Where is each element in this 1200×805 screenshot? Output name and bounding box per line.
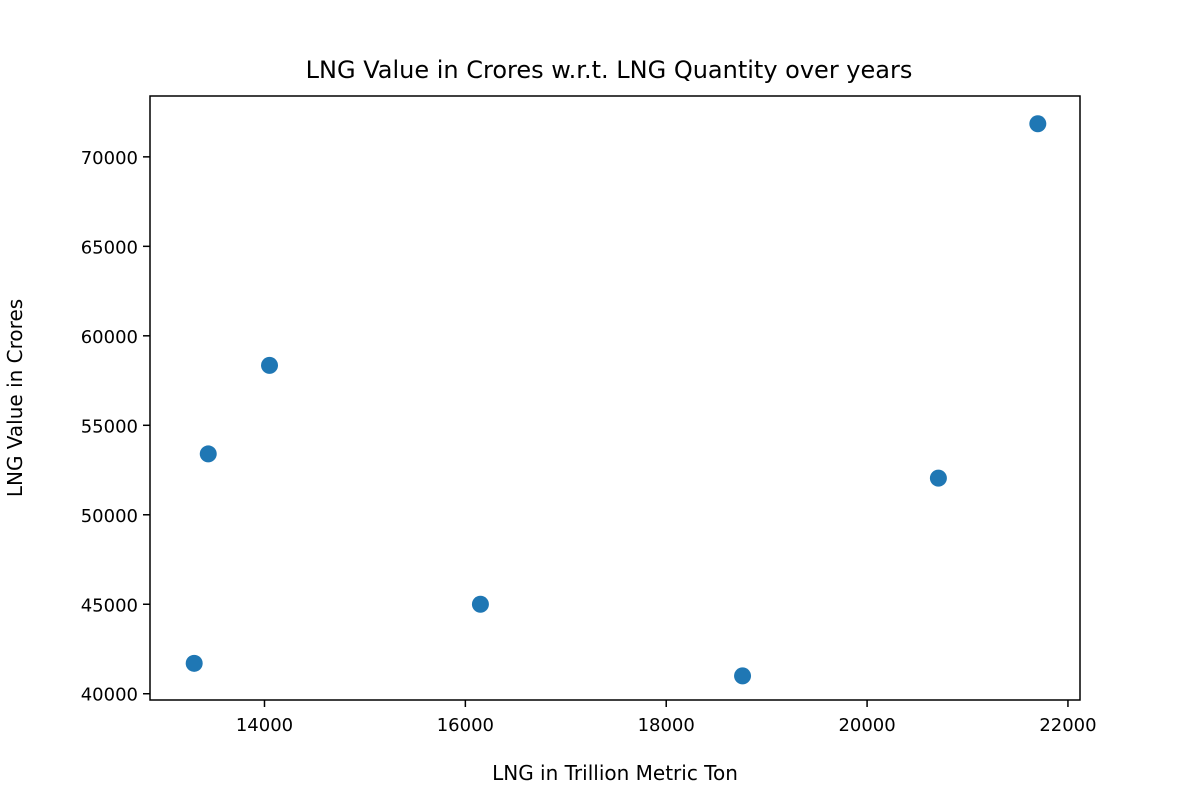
chart-title: LNG Value in Crores w.r.t. LNG Quantity … bbox=[306, 56, 913, 84]
x-tick-label: 16000 bbox=[437, 715, 494, 736]
y-tick-label: 45000 bbox=[81, 595, 138, 616]
y-tick-label: 60000 bbox=[81, 327, 138, 348]
x-tick-label: 18000 bbox=[638, 715, 695, 736]
x-tick-label: 14000 bbox=[236, 715, 293, 736]
y-tick-label: 55000 bbox=[81, 416, 138, 437]
data-point bbox=[185, 654, 203, 672]
x-tick-label: 22000 bbox=[1039, 715, 1096, 736]
plot-frame bbox=[149, 95, 1081, 701]
data-point bbox=[734, 667, 752, 685]
y-tick-label: 40000 bbox=[81, 685, 138, 706]
plot-area: 14000 16000 18000 20000 22000 40000 45000 50000… bbox=[81, 95, 1097, 736]
data-point bbox=[1029, 115, 1047, 133]
x-axis-label: LNG in Trillion Metric Ton bbox=[492, 761, 738, 785]
data-point bbox=[199, 445, 217, 463]
data-point bbox=[261, 356, 279, 374]
y-axis-label: LNG Value in Crores bbox=[3, 299, 27, 497]
y-tick-label: 65000 bbox=[81, 237, 138, 258]
data-point bbox=[929, 469, 947, 487]
y-tick-label: 50000 bbox=[81, 506, 138, 527]
data-point bbox=[471, 595, 489, 613]
y-tick-label: 70000 bbox=[81, 148, 138, 169]
x-tick-label: 20000 bbox=[838, 715, 895, 736]
